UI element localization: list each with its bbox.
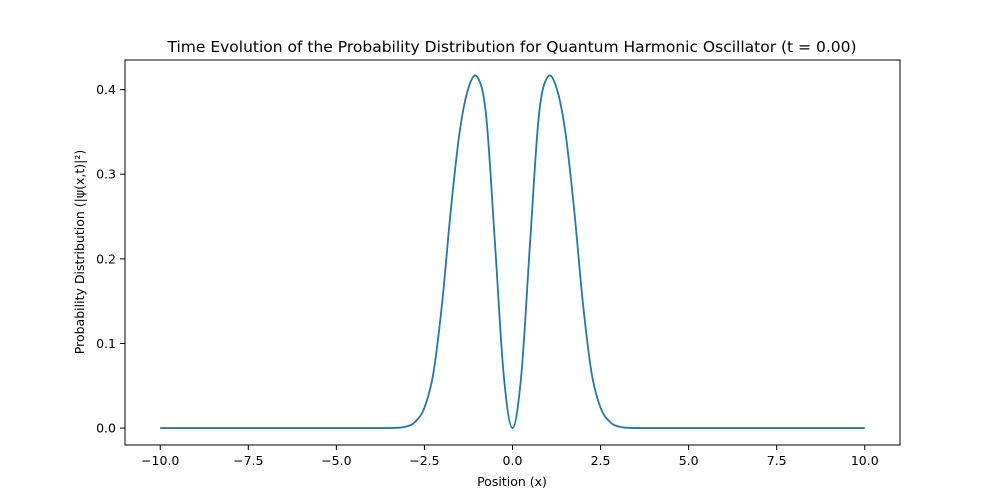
y-tick-label: 0.0 [96, 421, 116, 436]
chart-title: Time Evolution of the Probability Distri… [166, 38, 856, 56]
y-tick-label: 0.4 [96, 82, 116, 97]
x-tick-label: 10.0 [851, 453, 879, 468]
x-tick-label: 7.5 [767, 453, 787, 468]
x-axis-label: Position (x) [477, 474, 547, 489]
x-tick-label: −2.5 [409, 453, 439, 468]
y-tick-label: 0.2 [96, 251, 116, 266]
x-tick-label: −5.0 [321, 453, 351, 468]
y-tick-label: 0.1 [96, 336, 116, 351]
x-tick-label: −10.0 [141, 453, 179, 468]
x-axis: −10.0 −7.5 −5.0 −2.5 0.0 2.5 5.0 7.5 10.0 [141, 445, 879, 468]
y-axis-label: Probability Distribution (|ψ(x,t)|²) [72, 150, 87, 354]
probability-density-line [160, 74, 865, 429]
plot-frame [124, 59, 901, 446]
x-tick-label: 5.0 [679, 453, 699, 468]
y-axis: 0.0 0.1 0.2 0.3 0.4 [96, 82, 125, 436]
x-tick-label: −7.5 [233, 453, 263, 468]
x-tick-label: 0.0 [503, 453, 523, 468]
y-tick-label: 0.3 [96, 167, 116, 182]
x-tick-label: 2.5 [591, 453, 611, 468]
